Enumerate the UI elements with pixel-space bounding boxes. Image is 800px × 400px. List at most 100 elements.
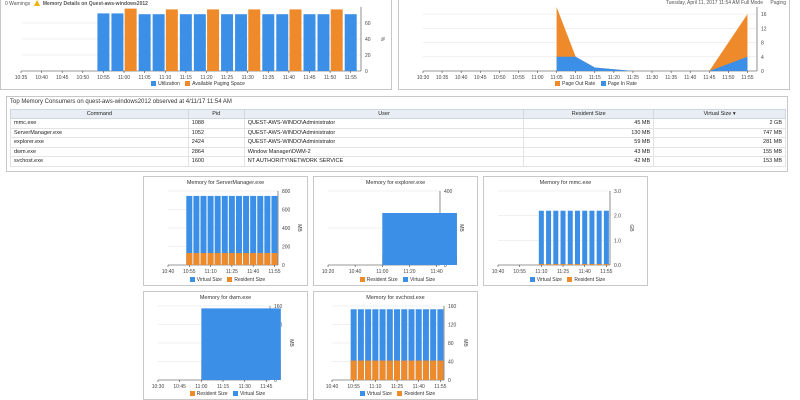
bar	[546, 264, 552, 265]
x-tick-label: 11:20	[200, 75, 212, 81]
y-tick-label: 0.0	[614, 263, 621, 269]
legend-swatch-virtual	[529, 277, 535, 282]
x-tick-label: 10:40	[162, 269, 175, 275]
bar	[214, 195, 221, 265]
legend-label: Resident Size	[366, 277, 398, 283]
mini-legend: Virtual Size Resident Size	[144, 277, 307, 283]
x-tick-label: 11:35	[262, 75, 274, 81]
col-header-user[interactable]: User	[243, 109, 525, 119]
paging-panel: Tuesday, April 11, 2017 11:54 AM Full Mo…	[398, 0, 790, 90]
x-tick-label: 11:20	[403, 269, 415, 275]
legend-swatch-virtual	[403, 277, 409, 282]
bar	[165, 9, 178, 71]
memory-svchost-panel: Memory for svchost.exe 0 40 80 120 160 10:40 1…	[313, 291, 478, 400]
bar	[228, 252, 235, 265]
bar	[553, 210, 559, 265]
y-axis-unit: MB	[462, 339, 468, 347]
col-header-virtual-size[interactable]: Virtual Size ▾	[653, 109, 786, 119]
bar	[243, 195, 250, 265]
x-tick-label: 10:40	[455, 75, 468, 81]
x-tick-label: 10:35	[15, 75, 28, 81]
y-tick-label: 0	[761, 69, 764, 75]
bar	[574, 210, 580, 265]
bar	[317, 14, 330, 71]
x-tick-label: 11:40	[283, 75, 295, 81]
y-tick-label: 2.0	[614, 214, 621, 220]
col-header-pid[interactable]: Pid	[187, 109, 245, 119]
bar	[264, 195, 271, 265]
y-tick-label: 800	[282, 189, 291, 195]
col-header-resident-size[interactable]: Resident Size	[523, 109, 655, 119]
bar	[138, 14, 151, 71]
table-row[interactable]: explorer.exe 2424 QUEST-AWS-WINDO\Admini…	[10, 137, 786, 148]
table-header-row: Command Pid User Resident Size Virtual S…	[10, 109, 786, 119]
svchost-memory-chart: 0 40 80 120 160 10:40 10:55 11:10 11:25 11:40 11:5…	[326, 304, 468, 390]
x-tick-label: 10:40	[326, 384, 339, 390]
cell-user: Window Manager\DWM-2	[243, 146, 525, 157]
table-row[interactable]: mmc.exe 1088 QUEST-AWS-WINDO\Administrat…	[10, 118, 786, 129]
table-caption: Top Memory Consumers on quest-aws-window…	[10, 99, 232, 105]
cell-command: mmc.exe	[10, 118, 189, 129]
cell-pid: 1052	[187, 127, 245, 138]
cell-pid: 2864	[187, 146, 245, 157]
bar	[357, 360, 364, 380]
legend-swatch-paging	[185, 81, 191, 86]
warnings-count[interactable]: 0 Warnings	[5, 1, 31, 7]
panel-timestamp: Tuesday, April 11, 2017 11:54 AM Full Mo…	[665, 0, 763, 6]
mini-chart-title: Memory for mmc.exe	[539, 180, 592, 186]
cell-command: explorer.exe	[10, 137, 189, 148]
table-row[interactable]: ServerManager.exe 1052 QUEST-AWS-WINDO\A…	[10, 127, 786, 138]
x-tick-label: 11:00	[531, 75, 543, 81]
series-area	[382, 213, 457, 265]
y-tick-label: 0	[282, 263, 285, 269]
y-tick-label: 3.0	[614, 189, 621, 195]
x-tick-label: 11:15	[180, 75, 192, 81]
bar	[221, 252, 228, 265]
bar	[350, 360, 357, 380]
mini-chart-title: Memory for svchost.exe	[366, 295, 425, 301]
cell-command: ServerManager.exe	[10, 127, 189, 138]
x-tick-label: 10:50	[77, 75, 90, 81]
top-memory-consumers-panel: Top Memory Consumers on quest-aws-window…	[6, 96, 788, 172]
y-tick-label: 16	[761, 12, 767, 18]
bar	[250, 252, 257, 265]
x-tick-label: 11:05	[551, 75, 563, 81]
bar	[221, 14, 234, 71]
x-tick-label: 11:00	[376, 269, 388, 275]
bar	[430, 360, 437, 380]
x-tick-label: 11:55	[741, 75, 753, 81]
x-tick-label: 11:05	[139, 75, 151, 81]
cell-virtual-size: 747 MB	[653, 127, 786, 138]
bar	[200, 252, 207, 265]
legend-swatch-virtual	[359, 391, 365, 396]
table-row[interactable]: svchost.exe 1600 NT AUTHORITY\NETWORK SE…	[10, 156, 786, 167]
x-tick-label: 11:00	[195, 384, 207, 390]
bar	[372, 309, 379, 380]
legend-label-paging: Available Paging Space	[192, 81, 245, 87]
bar	[422, 309, 429, 380]
bar	[228, 195, 235, 265]
y-tick-label: 4	[761, 55, 764, 61]
x-tick-label: 11:45	[260, 384, 272, 390]
x-tick-label: 10:30	[152, 384, 165, 390]
cell-user: QUEST-AWS-WINDO\Administrator	[243, 127, 525, 138]
y-tick-label: 0	[274, 378, 277, 384]
x-tick-label: 11:55	[345, 75, 357, 81]
panel-tag[interactable]: Paging	[770, 0, 786, 6]
y-axis-unit: MB	[288, 339, 294, 347]
mini-legend: Resident Size Virtual Size	[314, 277, 477, 283]
x-tick-label: 11:40	[579, 269, 591, 275]
y-tick-label: 60	[365, 21, 371, 27]
bar	[262, 14, 275, 71]
col-header-command[interactable]: Command	[10, 109, 189, 119]
legend-label-page-out: Page Out Rate	[562, 81, 596, 87]
x-tick-label: 11:50	[324, 75, 336, 81]
memory-consumers-table: Command Pid User Resident Size Virtual S…	[10, 109, 786, 167]
table-row[interactable]: dwm.exe 2864 Window Manager\DWM-2 43 MB …	[10, 146, 786, 157]
y-tick-label: 80	[448, 341, 454, 347]
x-tick-label: 10:40	[35, 75, 48, 81]
legend-label: Virtual Size	[536, 277, 562, 283]
x-tick-label: 11:55	[434, 384, 446, 390]
y-tick-label: 40	[448, 360, 454, 366]
bar	[415, 309, 422, 380]
